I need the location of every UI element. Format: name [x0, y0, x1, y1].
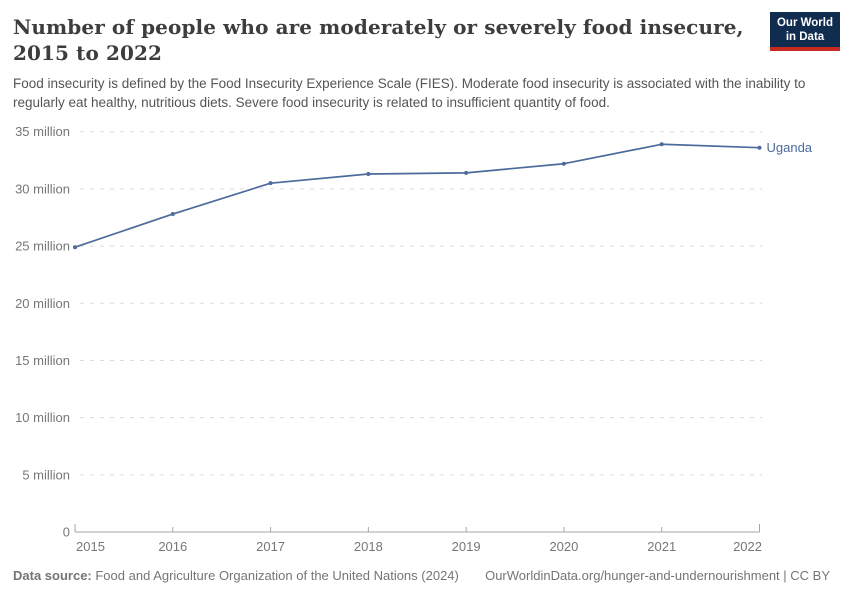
data-point[interactable]: [757, 145, 762, 150]
data-source-text: Food and Agriculture Organization of the…: [91, 568, 459, 583]
y-axis-tick-label: 25 million: [15, 239, 70, 254]
x-axis-tick-label: 2017: [256, 539, 285, 554]
owid-logo-line1: Our World: [776, 17, 833, 29]
owid-logo-box: Our World in Data: [770, 12, 840, 47]
owid-logo-red-bar: [770, 47, 840, 51]
y-axis-tick-label: 30 million: [15, 181, 70, 196]
data-point[interactable]: [464, 170, 469, 175]
page-title: Number of people who are moderately or s…: [13, 14, 744, 66]
owid-logo[interactable]: Our World in Data: [770, 12, 840, 51]
series-line: [74, 143, 761, 249]
y-axis-tick-label: 20 million: [15, 296, 70, 311]
owid-url-license-link[interactable]: OurWorldinData.org/hunger-and-undernouri…: [485, 568, 830, 583]
data-point[interactable]: [268, 181, 273, 186]
chart-subtitle: Food insecurity is defined by the Food I…: [13, 76, 806, 110]
x-axis-tick-label: 2019: [452, 539, 481, 554]
x-axis-tick-label: 2022: [733, 539, 762, 554]
x-axis-tick-label: 2021: [647, 539, 676, 554]
chart-footer: Data source: Food and Agriculture Organi…: [13, 568, 830, 583]
y-axis-tick-label: 0: [63, 525, 70, 540]
y-axis-tick-label: 5 million: [22, 467, 70, 482]
owid-url-license-text: OurWorldinData.org/hunger-and-undernouri…: [485, 568, 830, 583]
y-axis-tick-label: 15 million: [15, 353, 70, 368]
data-point[interactable]: [561, 161, 566, 166]
x-axis-tick-label: 2015: [76, 539, 105, 554]
data-point[interactable]: [366, 172, 371, 177]
owid-logo-line2: in Data: [785, 31, 825, 43]
y-axis-tick-label: 10 million: [15, 410, 70, 425]
x-axis-tick-label: 2016: [158, 539, 187, 554]
series-end-label[interactable]: Uganda: [767, 140, 813, 155]
x-axis-tick-label: 2020: [549, 539, 578, 554]
data-point[interactable]: [170, 212, 175, 217]
data-source-note: Data source: Food and Agriculture Organi…: [13, 568, 459, 583]
data-source-label: Data source:: [13, 568, 92, 583]
page-title-line1: Number of people who are moderately or s…: [13, 15, 744, 39]
page-title-line2: 2015 to 2022: [13, 41, 163, 65]
data-point[interactable]: [73, 245, 77, 250]
y-axis-tick-label: 35 million: [15, 124, 70, 139]
x-axis-tick-label: 2018: [354, 539, 383, 554]
data-point[interactable]: [659, 142, 664, 147]
